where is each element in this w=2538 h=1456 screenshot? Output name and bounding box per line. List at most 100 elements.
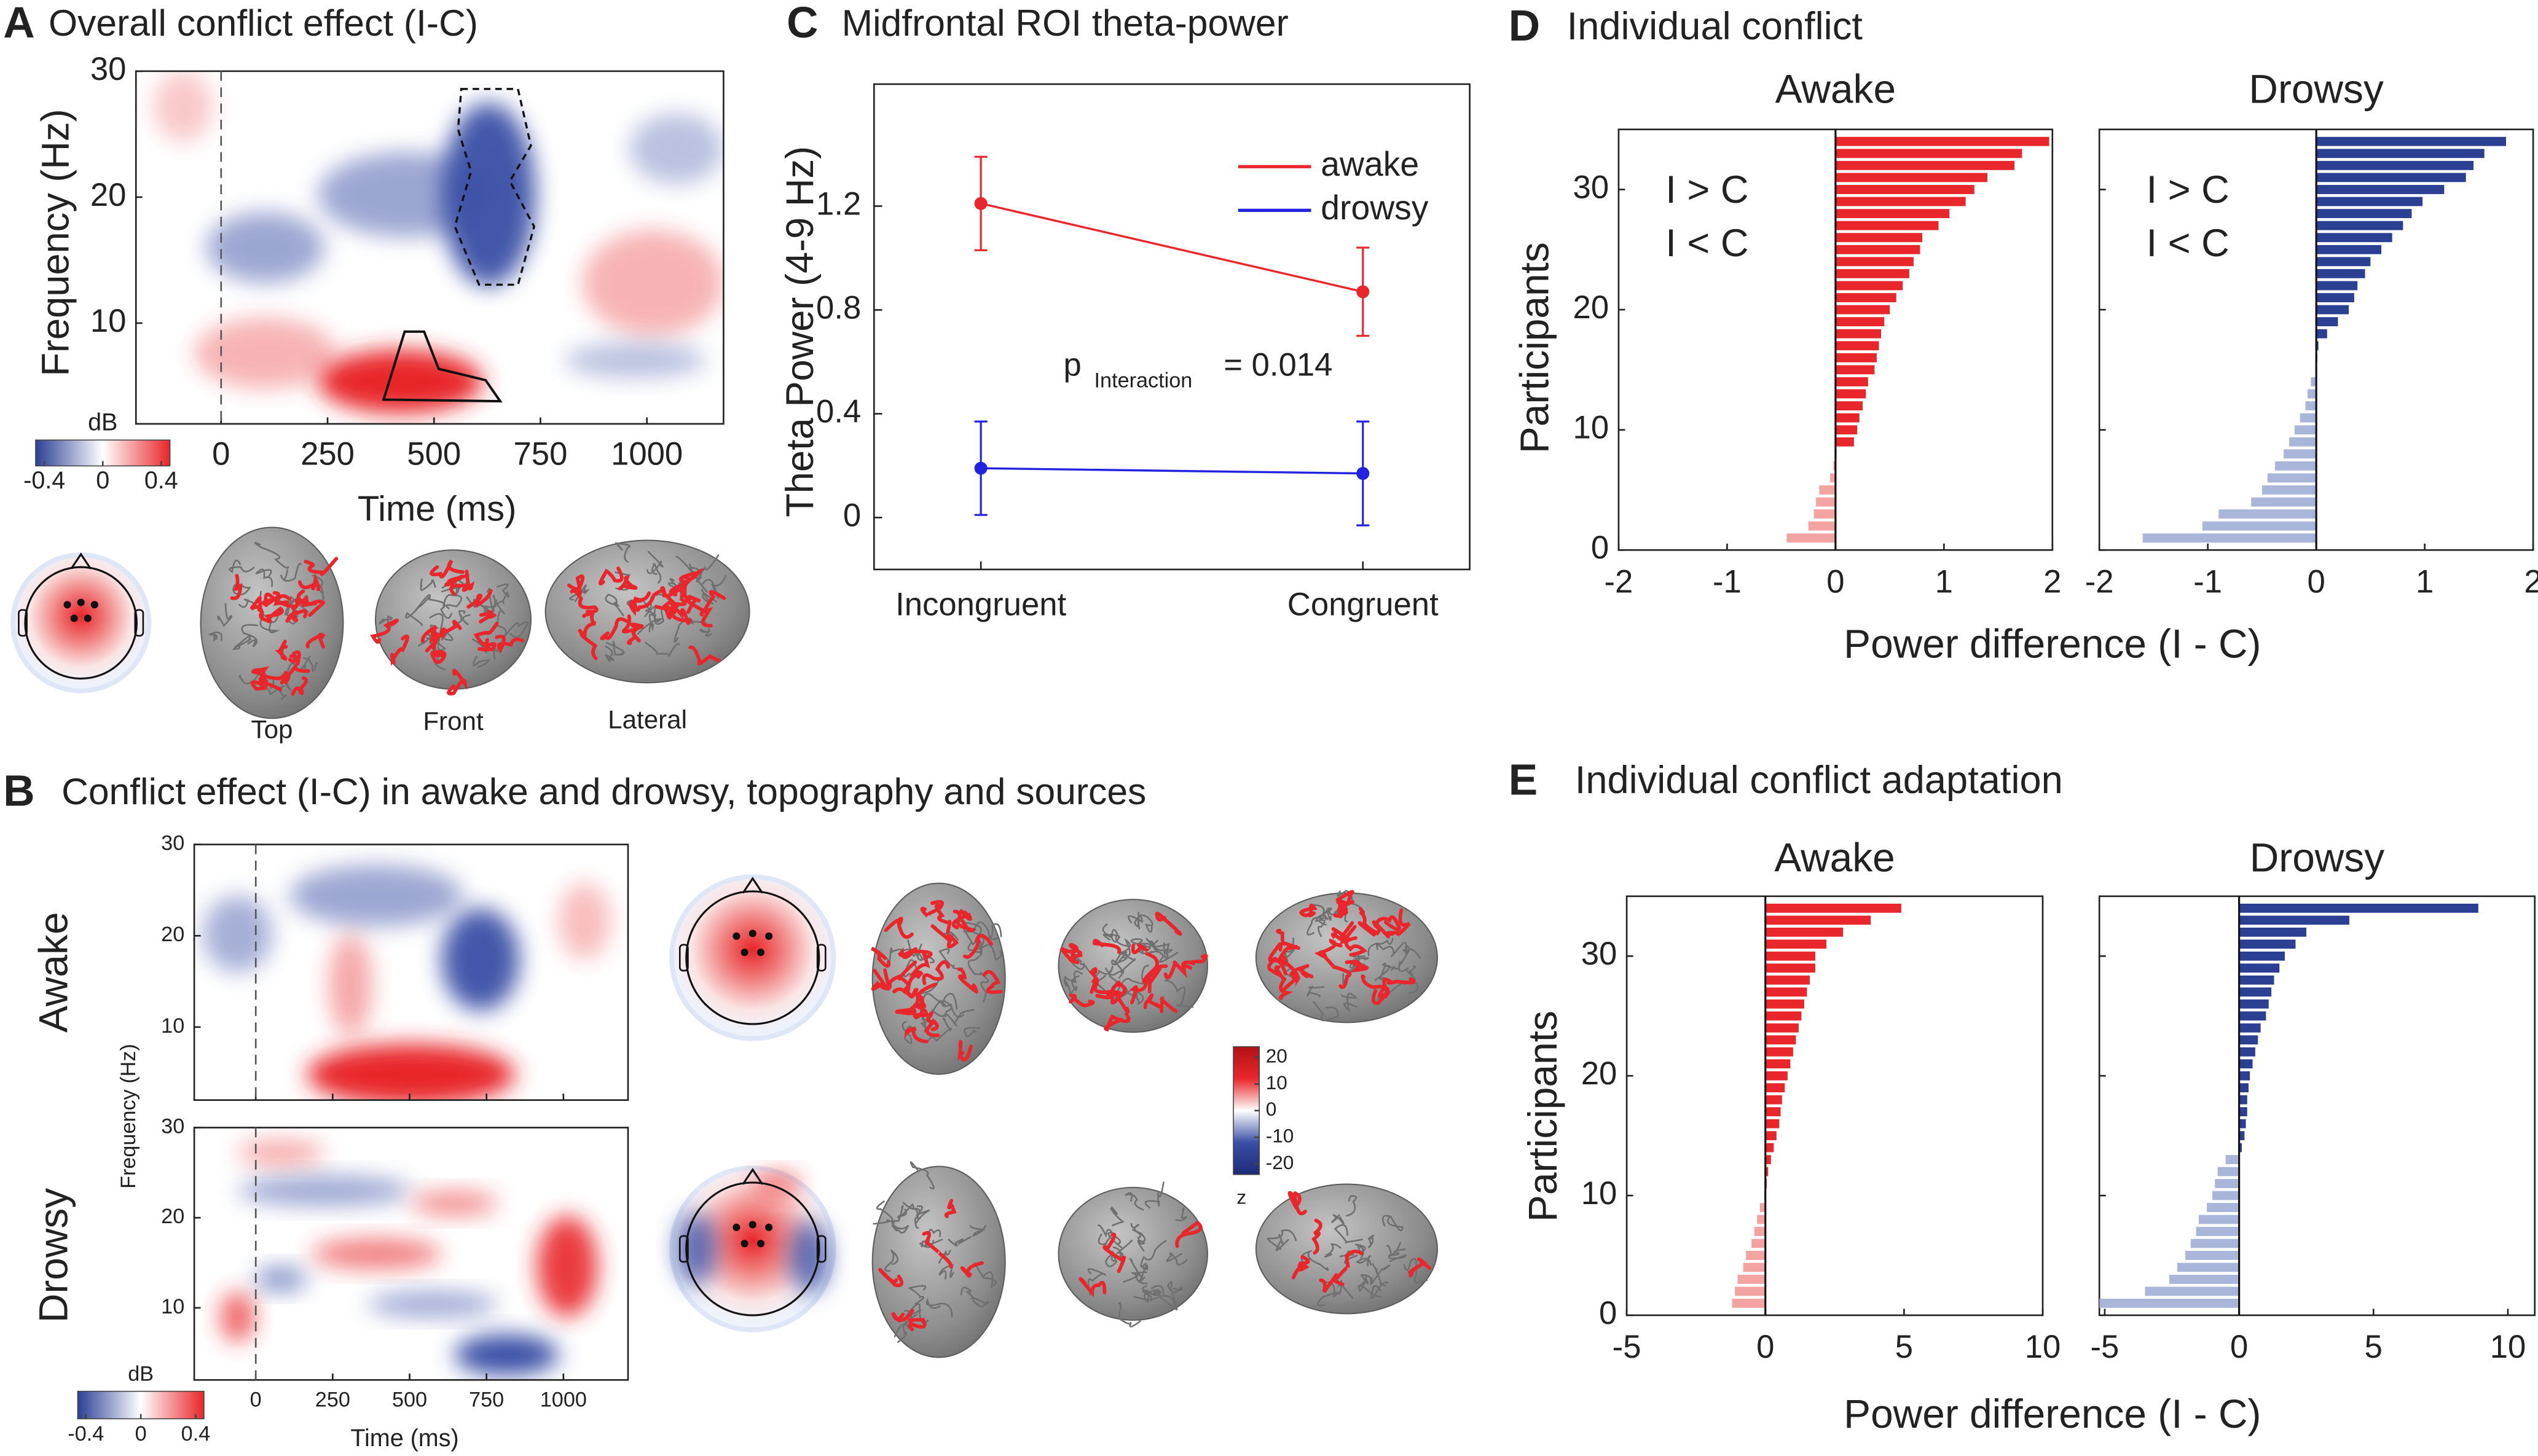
axes-frame (873, 83, 1471, 571)
bar (1754, 1227, 1766, 1236)
x-tick-label: 750 (514, 436, 568, 472)
brain-fold (921, 993, 946, 1011)
brain-shape (1255, 1183, 1438, 1315)
brain-fold (884, 917, 914, 939)
bar (1835, 293, 1896, 302)
brain-fold (948, 1236, 972, 1247)
y-tick-label: 0.4 (816, 393, 861, 429)
brain-fold (1110, 1206, 1125, 1227)
brain-fold (249, 596, 264, 620)
heatmap-blob (153, 71, 213, 142)
heatmap-blob (411, 1191, 498, 1216)
brain-fold (1153, 939, 1174, 956)
electrode (765, 932, 773, 940)
brain-fold (495, 599, 507, 638)
brain-fold (1357, 907, 1376, 937)
bar (2239, 1119, 2246, 1129)
brain-fold (255, 568, 273, 587)
bar (2239, 1083, 2249, 1093)
brain-fold (1087, 1268, 1107, 1296)
brain-fold (1107, 980, 1128, 1005)
brain-fold (913, 1011, 935, 1025)
bar (2207, 1203, 2239, 1212)
brain-image (200, 526, 344, 719)
colorbar-tick-label: 0 (135, 1422, 147, 1446)
brain-fold (1354, 1243, 1366, 1259)
brain-fold (1339, 1250, 1358, 1265)
bar (1835, 341, 1879, 351)
brain-fold (1089, 967, 1099, 994)
brain-fold (953, 909, 976, 933)
point (1356, 285, 1370, 299)
heatmap-blob (565, 342, 706, 378)
annotation: I < C (2147, 222, 2230, 265)
y-tick-label: 30 (90, 51, 127, 87)
bar (2169, 1275, 2239, 1284)
brain-fold (1388, 1242, 1406, 1257)
topoplot (10, 552, 152, 694)
bar (2316, 245, 2382, 254)
electrode (63, 601, 71, 609)
heatmap-blob (206, 212, 324, 283)
brain-fold (898, 947, 933, 960)
heatmap-image (136, 71, 724, 424)
brain-fold (699, 627, 712, 637)
bar (2177, 1262, 2239, 1272)
heatmap-blob (307, 1044, 516, 1100)
axes-frame (1625, 895, 2044, 1317)
bar (1765, 903, 1901, 913)
nose (742, 1168, 763, 1185)
brain-fold (1324, 1243, 1342, 1258)
bar (2239, 1107, 2247, 1117)
heatmap-blob (311, 1239, 442, 1269)
brain-fold (930, 924, 959, 949)
y-tick-label: 0 (1599, 1295, 1617, 1331)
bar (1813, 509, 1836, 519)
brain-fold (479, 609, 497, 624)
electrode (70, 614, 78, 622)
brain-fold (1313, 1000, 1339, 1022)
brain-fold (444, 574, 466, 587)
point (974, 197, 988, 210)
brain-fold (1098, 1224, 1122, 1245)
bar (1835, 173, 1987, 182)
brain-fold (280, 562, 302, 582)
y-axis-label: Theta Power (4-9 Hz) (779, 146, 822, 517)
point (1356, 467, 1370, 480)
bar (1759, 1203, 1766, 1212)
y-tick-label: 0 (1591, 530, 1609, 566)
bar (2316, 305, 2349, 315)
brain-fold (1132, 1229, 1146, 1252)
subplot-title: Drowsy (2249, 66, 2384, 111)
heatmap-blob (328, 934, 372, 1036)
bar (2316, 268, 2365, 278)
brain-fold (982, 969, 1003, 994)
annotation: I > C (2147, 168, 2230, 211)
bar (1735, 1286, 1766, 1296)
bar (1830, 473, 1836, 483)
brain-fold (1291, 1254, 1310, 1280)
brain-image (544, 539, 750, 684)
heatmap-blob (367, 1291, 498, 1317)
brain-fold (919, 1240, 935, 1248)
legend-label: awake (1321, 145, 1419, 183)
brain-fold (458, 610, 471, 626)
brain-fold (1116, 965, 1150, 993)
annotation: Interaction (1094, 369, 1193, 393)
brain-fold (1316, 1281, 1339, 1307)
brain-fold (963, 934, 993, 959)
bar (2316, 257, 2371, 267)
bar (2196, 1227, 2239, 1236)
brain-fold (1175, 1220, 1203, 1248)
brain-fold (1164, 979, 1194, 1008)
bar (2284, 449, 2317, 459)
brain-fold (1130, 938, 1152, 951)
brain-fold (251, 680, 283, 692)
panel-title: Individual conflict (1567, 5, 1863, 48)
bar (1765, 963, 1815, 973)
brain-fold (645, 641, 680, 657)
series-line (981, 467, 1363, 475)
topo-field (10, 552, 152, 694)
brain-image (871, 1161, 1006, 1358)
axes-frame (193, 843, 629, 1101)
